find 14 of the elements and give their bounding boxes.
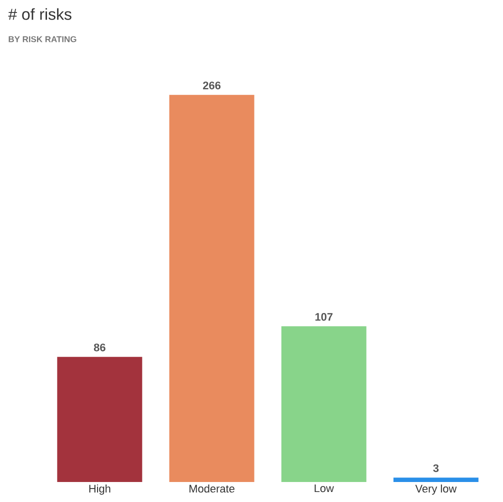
x-tick-label: High: [89, 484, 110, 495]
bar: [281, 326, 366, 482]
data-label: 107: [315, 313, 333, 321]
data-label: 266: [203, 82, 221, 90]
data-label: 86: [94, 344, 106, 352]
bar: [393, 478, 478, 482]
bar: [57, 356, 142, 482]
x-tick-label: Very low: [415, 484, 457, 495]
x-tick-label: Moderate: [190, 484, 234, 493]
x-tick-label: Low: [314, 484, 334, 492]
chart-subtitle: BY RISK RATING: [8, 36, 76, 42]
bar: [169, 94, 254, 482]
data-label: 3: [433, 464, 439, 472]
chart-title: # of risks: [8, 8, 72, 20]
